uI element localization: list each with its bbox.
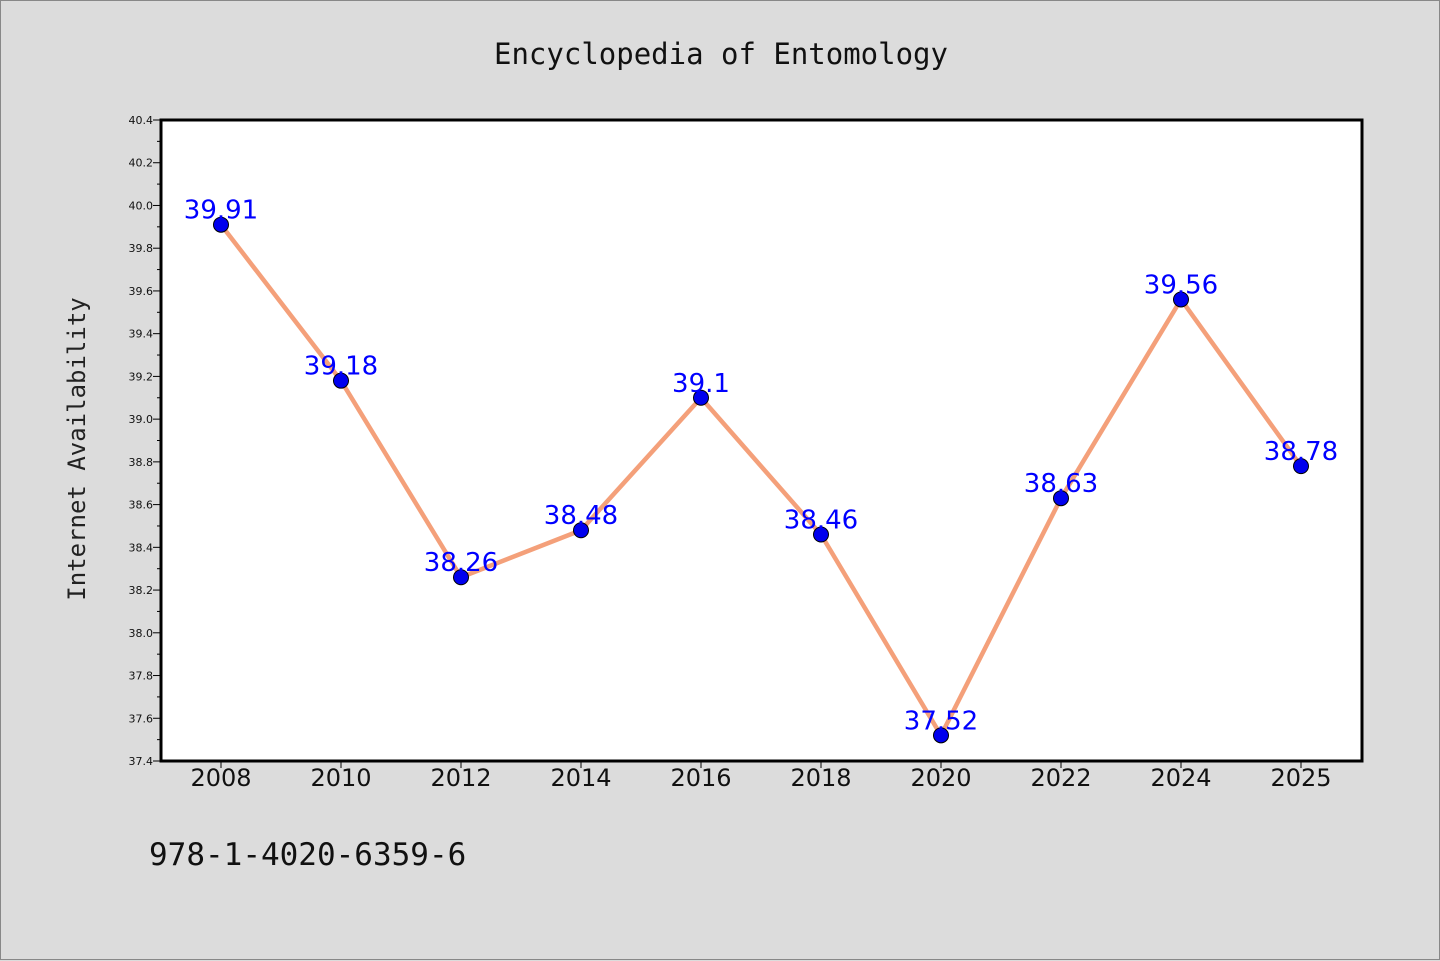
y-tick-label: 40.0 <box>129 199 154 212</box>
series-line <box>218 222 1304 738</box>
chart-title: Encyclopedia of Entomology <box>494 37 948 71</box>
data-label: 38.63 <box>1024 469 1098 499</box>
y-tick-label: 39.0 <box>129 413 154 426</box>
marker-layer <box>213 216 1309 744</box>
y-tick-label: 38.0 <box>129 627 154 640</box>
data-point-marker <box>1173 291 1189 308</box>
data-label: 38.26 <box>424 548 498 578</box>
y-tick-label: 38.4 <box>129 541 154 554</box>
y-tick-label: 37.4 <box>129 755 154 768</box>
y-tick-label: 39.8 <box>129 242 154 255</box>
data-point-marker <box>453 569 469 586</box>
y-tick-label: 37.6 <box>129 712 154 725</box>
data-point-marker <box>1053 490 1069 507</box>
data-point-marker <box>1293 458 1309 475</box>
y-tick-label: 38.2 <box>129 584 154 597</box>
data-label: 38.46 <box>784 506 858 536</box>
data-label: 39.56 <box>1144 270 1218 300</box>
y-tick-label: 40.4 <box>129 114 154 127</box>
data-label: 39.91 <box>184 196 258 226</box>
y-axis-label: Internet Availability <box>63 297 91 600</box>
data-point-marker <box>213 216 229 233</box>
x-tick-label: 2012 <box>430 764 491 792</box>
x-tick-label: 2008 <box>190 764 251 792</box>
x-tick-label: 2018 <box>790 764 851 792</box>
y-tick-label: 39.2 <box>129 370 154 383</box>
x-tick-label: 2016 <box>670 764 731 792</box>
data-point-marker <box>693 389 709 406</box>
x-tick-label: 2010 <box>310 764 371 792</box>
data-label: 39.1 <box>672 369 730 399</box>
isbn-footer: 978-1-4020-6359-6 <box>149 837 466 873</box>
data-label: 38.78 <box>1264 437 1338 467</box>
x-tick-label: 2025 <box>1270 764 1331 792</box>
data-label: 39.18 <box>304 352 378 382</box>
data-label: 38.48 <box>544 501 618 531</box>
data-label-layer: 39.91 39.18 38.26 38.48 39.1 38.46 37.52 38.63 3… <box>184 196 1338 737</box>
y-tick-label: 39.4 <box>129 328 154 341</box>
plot-area <box>159 118 1364 763</box>
x-axis-ticks: 2008 2010 2012 2014 2016 2018 2020 2022 2024 2025 <box>190 761 1332 792</box>
series-line-layer <box>218 222 1304 738</box>
x-tick-label: 2014 <box>550 764 611 792</box>
y-axis-ticks: 37.4 37.6 37.8 38.0 38.2 38.4 38.6 38.8 39.0 39.2… <box>129 114 161 768</box>
data-point-marker <box>933 727 949 744</box>
y-tick-label: 38.6 <box>129 499 154 512</box>
data-point-marker <box>573 522 589 539</box>
data-label: 37.52 <box>904 706 978 736</box>
data-point-marker <box>813 526 829 543</box>
y-tick-label: 39.6 <box>129 285 154 298</box>
x-tick-label: 2024 <box>1150 764 1211 792</box>
y-tick-label: 40.2 <box>129 157 154 170</box>
data-point-marker <box>333 372 349 389</box>
y-tick-label: 38.8 <box>129 456 154 469</box>
x-tick-label: 2020 <box>910 764 971 792</box>
y-tick-label: 37.8 <box>129 670 154 683</box>
x-tick-label: 2022 <box>1030 764 1091 792</box>
